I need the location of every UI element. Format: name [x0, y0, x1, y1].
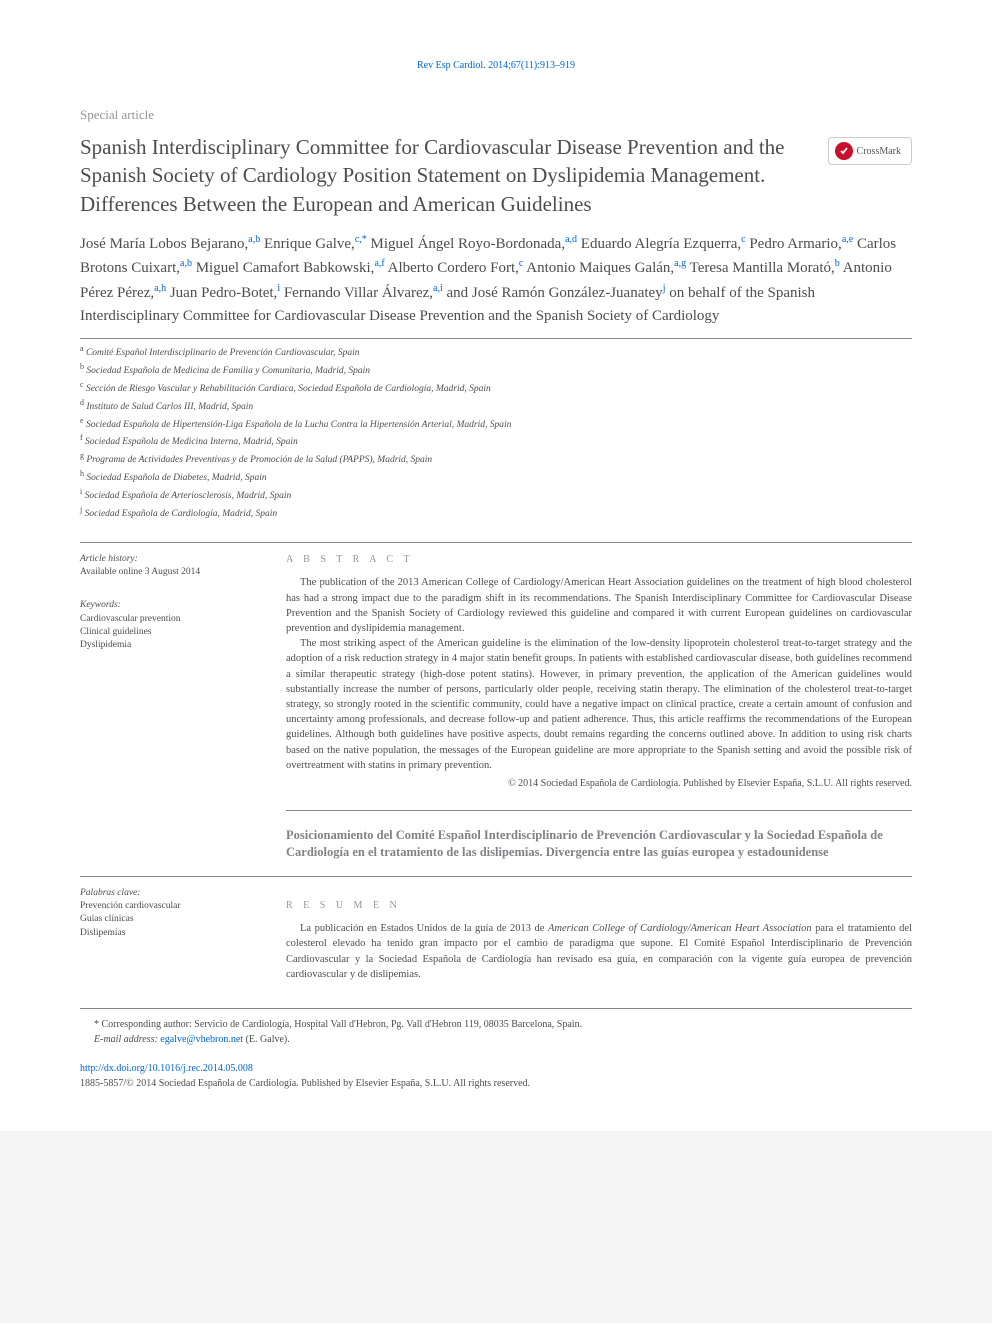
- journal-reference: Rev Esp Cardiol. 2014;67(11):913–919: [80, 60, 912, 71]
- keywords-label: Keywords:: [80, 599, 250, 612]
- corresponding-star: *: [94, 1019, 99, 1030]
- crossmark-icon: [835, 142, 853, 160]
- page: Rev Esp Cardiol. 2014;67(11):913–919 Spe…: [0, 0, 992, 1131]
- palabra: Prevención cardiovascular: [80, 900, 250, 913]
- email-line: E-mail address: egalve@vhebron.net (E. G…: [80, 1032, 912, 1047]
- affiliations: a Comité Español Interdisciplinario de P…: [80, 338, 912, 522]
- keywords-block: Keywords: Cardiovascular prevention Clin…: [80, 599, 250, 652]
- crossmark-label: CrossMark: [857, 146, 901, 157]
- keyword: Dyslipidemia: [80, 639, 250, 652]
- resumen-text: R E S U M E N La publicación en Estados …: [286, 887, 912, 982]
- email-paren: (E. Galve).: [246, 1034, 290, 1045]
- resumen-block: Palabras clave: Prevención cardiovascula…: [80, 876, 912, 982]
- keyword: Cardiovascular prevention: [80, 613, 250, 626]
- authors: José María Lobos Bejarano,a,b Enrique Ga…: [80, 232, 912, 328]
- history-line: Available online 3 August 2014: [80, 566, 250, 579]
- copyright-en: © 2014 Sociedad Española de Cardiología.…: [286, 777, 912, 792]
- abstract-label: A B S T R A C T: [286, 553, 912, 568]
- doi-link[interactable]: http://dx.doi.org/10.1016/j.rec.2014.05.…: [80, 1061, 912, 1076]
- abstract-para: The publication of the 2013 American Col…: [286, 575, 912, 636]
- footnotes: * Corresponding author: Servicio de Card…: [80, 1008, 912, 1091]
- abstract-text: A B S T R A C T The publication of the 2…: [286, 553, 912, 862]
- spanish-title: Posicionamiento del Comité Español Inter…: [286, 810, 912, 862]
- email-label: E-mail address:: [94, 1034, 158, 1045]
- resumen-label: R E S U M E N: [286, 899, 912, 914]
- sidebar-meta: Article history: Available online 3 Augu…: [80, 553, 250, 862]
- corresponding-text: Corresponding author: Servicio de Cardio…: [102, 1019, 583, 1030]
- crossmark-badge[interactable]: CrossMark: [828, 137, 912, 165]
- palabras-block: Palabras clave: Prevención cardiovascula…: [80, 887, 250, 982]
- issn-copyright: 1885-5857/© 2014 Sociedad Española de Ca…: [80, 1076, 912, 1091]
- palabra: Guías clínicas: [80, 913, 250, 926]
- article-history: Article history: Available online 3 Augu…: [80, 553, 250, 580]
- keyword: Clinical guidelines: [80, 626, 250, 639]
- palabra: Dislipemias: [80, 927, 250, 940]
- email-link[interactable]: egalve@vhebron.net: [160, 1034, 243, 1045]
- history-label: Article history:: [80, 553, 250, 566]
- abstract-para: The most striking aspect of the American…: [286, 636, 912, 773]
- resumen-para: La publicación en Estados Unidos de la g…: [286, 921, 912, 982]
- abstract-block: Article history: Available online 3 Augu…: [80, 542, 912, 862]
- palabras-label: Palabras clave:: [80, 887, 250, 900]
- corresponding-line: * Corresponding author: Servicio de Card…: [80, 1017, 912, 1032]
- title-row: Spanish Interdisciplinary Committee for …: [80, 133, 912, 232]
- article-type: Special article: [80, 107, 912, 123]
- article-title: Spanish Interdisciplinary Committee for …: [80, 133, 812, 218]
